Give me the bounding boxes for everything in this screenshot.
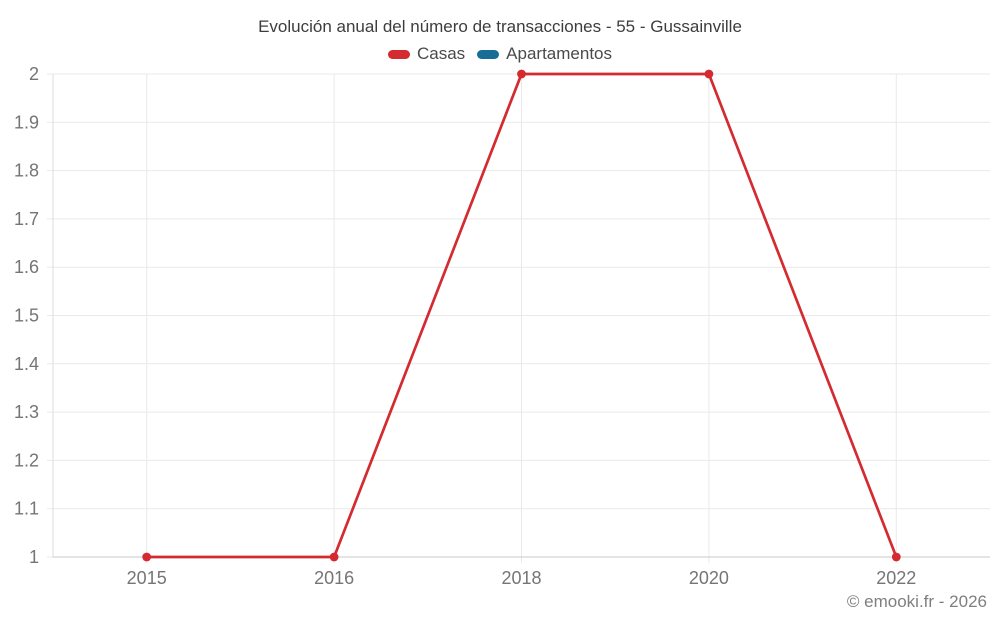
data-point — [517, 69, 526, 79]
chart-legend: Casas Apartamentos — [0, 44, 1000, 64]
y-tick-label: 1 — [29, 547, 39, 567]
x-tick-label: 2018 — [501, 568, 541, 588]
x-tick-label: 2022 — [876, 568, 916, 588]
x-tick-label: 2016 — [314, 568, 354, 588]
y-tick-label: 1.8 — [14, 161, 39, 181]
y-tick-label: 1.9 — [14, 112, 39, 132]
legend-item-apartamentos[interactable]: Apartamentos — [477, 44, 612, 64]
data-point — [329, 552, 339, 562]
y-tick-label: 1.6 — [14, 257, 39, 277]
y-tick-label: 1.1 — [14, 499, 39, 519]
legend-swatch-icon — [477, 49, 500, 59]
y-tick-label: 2 — [29, 64, 39, 84]
legend-item-label: Apartamentos — [506, 44, 613, 63]
y-tick-label: 1.5 — [14, 306, 39, 326]
x-tick-label: 2020 — [689, 568, 729, 588]
data-point — [142, 552, 152, 562]
data-point — [891, 552, 901, 562]
chart-title: Evolución anual del número de transaccio… — [258, 17, 742, 36]
y-tick-label: 1.2 — [14, 450, 39, 470]
copyright-text: © emooki.fr - 2026 — [846, 592, 987, 611]
legend-swatch-icon — [387, 49, 410, 59]
y-tick-label: 1.4 — [14, 354, 39, 374]
data-point — [704, 69, 714, 79]
y-tick-label: 1.3 — [14, 402, 39, 422]
y-tick-label: 1.7 — [14, 209, 39, 229]
legend-item-casas[interactable]: Casas — [387, 44, 466, 64]
x-tick-label: 2015 — [127, 568, 167, 588]
legend-item-label: Casas — [416, 44, 466, 63]
